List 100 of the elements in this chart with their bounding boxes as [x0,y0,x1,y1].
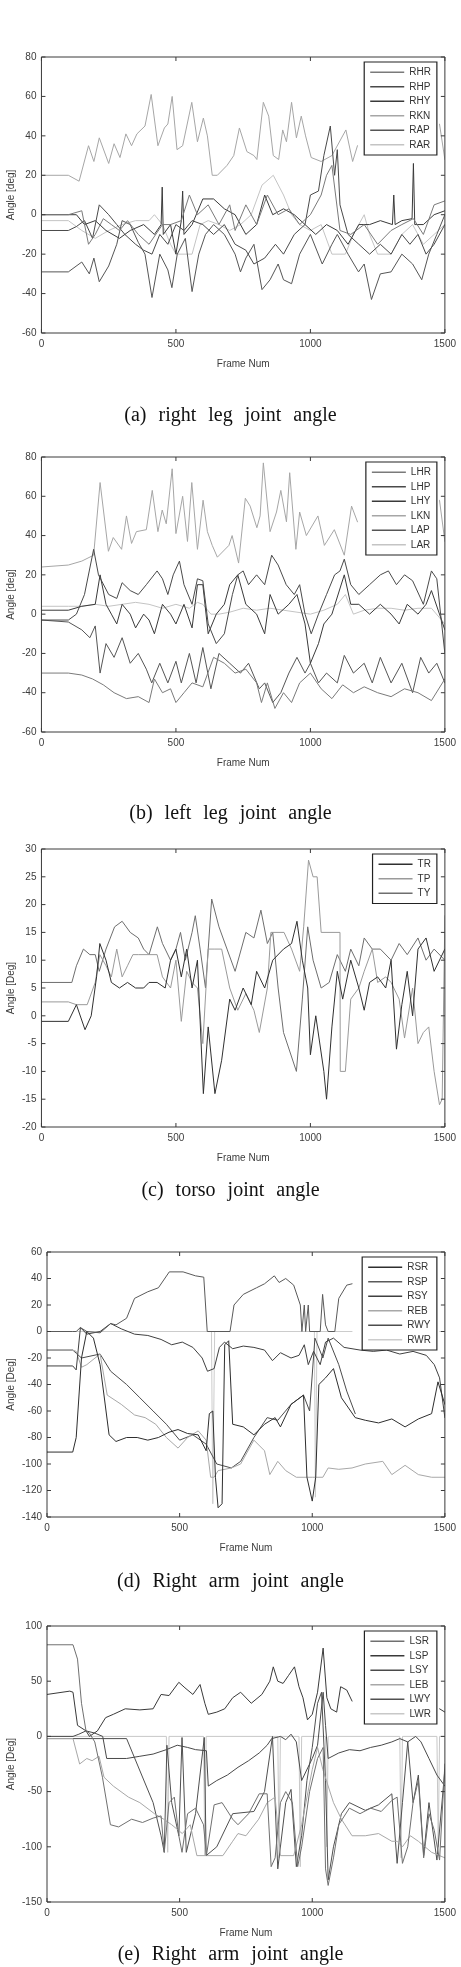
legend-label: LHY [410,495,431,506]
legend-label: RKN [409,109,431,121]
legend-label: TP [417,872,431,884]
x-axis-title: Frame Num [216,756,270,768]
legend-label: LWR [409,1707,431,1719]
legend-label: RWY [407,1319,431,1330]
y-tick-label: -100 [22,1457,43,1469]
y-tick-label: 40 [30,1272,43,1284]
y-tick-label: -50 [27,1785,43,1797]
y-tick-label: 80 [25,50,37,62]
y-tick-label: -80 [27,1431,43,1443]
y-tick-label: 0 [30,1009,37,1021]
y-tick-label: 40 [25,129,37,141]
y-tick-label: 60 [30,1245,43,1257]
y-tick-label: -20 [27,1351,43,1363]
x-tick-label: 500 [171,1521,189,1533]
legend-label: LSY [409,1664,429,1675]
x-tick-label: 1000 [299,1131,322,1143]
legend-label: TY [417,887,431,898]
legend-label: LSR [409,1635,429,1646]
legend-label: LKN [410,509,431,521]
x-tick-label: 0 [44,1906,51,1918]
y-tick-label: -60 [27,1404,43,1416]
y-tick-label: -60 [22,326,37,338]
x-tick-label: 1000 [299,337,322,349]
y-tick-label: -40 [27,1378,43,1390]
legend-label: LHR [410,466,431,477]
y-tick-label: -20 [22,647,37,659]
legend-label: RHY [409,95,431,106]
y-tick-label: 5 [30,981,37,993]
y-tick-label: -10 [22,1065,37,1077]
y-tick-label: 80 [25,450,37,462]
y-tick-label: 0 [36,1730,43,1742]
y-tick-label: 100 [25,1619,43,1631]
y-tick-label: -100 [22,1840,43,1852]
y-axis-title: Angle [deg] [4,169,16,221]
x-tick-label: 500 [167,1131,185,1143]
x-tick-label: 500 [167,337,185,349]
legend-label: RAP [409,124,431,135]
x-tick-label: 1500 [433,1521,457,1533]
x-tick-label: 1000 [299,736,322,748]
y-tick-label: -15 [22,1092,37,1104]
y-tick-label: 0 [36,1325,43,1337]
text: (e) Right arm joint angle [116,1942,345,1965]
y-tick-label: 20 [25,169,37,181]
y-tick-label: -20 [22,247,37,259]
legend-label: RSY [407,1290,429,1301]
y-tick-label: 0 [30,607,37,619]
y-tick-label: -150 [22,1895,43,1907]
y-tick-label: -140 [22,1510,43,1522]
y-tick-label: 25 [25,870,37,882]
x-tick-label: 0 [44,1521,51,1533]
text: (b) left leg joint angle [128,801,333,824]
x-axis-title: Frame Num [219,1926,273,1938]
legend-label: LHP [410,480,431,492]
y-axis-title: Angle [Deg] [4,1737,16,1791]
y-tick-label: -40 [22,686,37,698]
legend-label: RHR [409,66,431,77]
y-tick-label: -40 [22,287,37,299]
y-tick-label: 50 [30,1674,43,1686]
legend-label: RSR [407,1261,429,1272]
y-tick-label: -5 [27,1037,37,1049]
legend-label: TR [417,858,431,869]
legend-label: RAR [409,138,431,150]
legend-label: LAP [410,524,431,535]
x-axis-title: Frame Num [216,1151,270,1163]
x-tick-label: 500 [171,1906,189,1918]
legend-label: REB [407,1304,429,1316]
text: (a) right leg joint angle [123,403,338,426]
legend-label: LAR [410,538,431,550]
text: (d) Right arm joint angle [116,1569,345,1592]
legend-label: LWY [409,1693,431,1704]
y-axis-title: Angle [Deg] [4,961,16,1015]
y-tick-label: 40 [25,529,37,541]
x-axis-title: Frame Num [216,357,270,369]
x-axis-title: Frame Num [219,1541,273,1553]
y-tick-label: 20 [25,568,37,580]
x-tick-label: 1500 [433,1131,457,1143]
legend-label: LSP [409,1649,429,1661]
y-axis-title: Angle [Deg] [4,1358,16,1411]
y-axis-title: Angle [deg] [4,568,16,620]
legend-label: RSP [407,1275,429,1287]
y-tick-label: 60 [25,490,37,502]
y-tick-label: -20 [22,1120,37,1132]
legend-label: LEB [409,1678,429,1690]
x-tick-label: 1500 [433,1906,457,1918]
x-tick-label: 1500 [433,337,457,349]
y-tick-label: 15 [25,926,37,938]
y-tick-label: -60 [22,725,37,737]
y-tick-label: 60 [25,90,37,102]
y-tick-label: 20 [25,898,37,910]
legend-label: RHP [409,80,431,92]
x-tick-label: 1500 [433,736,457,748]
x-tick-label: 1000 [301,1521,324,1533]
y-tick-label: 0 [30,208,37,220]
legend-label: RWR [407,1333,431,1345]
y-tick-label: 10 [25,953,37,965]
x-tick-label: 500 [167,736,185,748]
text: (c) torso joint angle [140,1178,321,1201]
x-tick-label: 1000 [301,1906,324,1918]
